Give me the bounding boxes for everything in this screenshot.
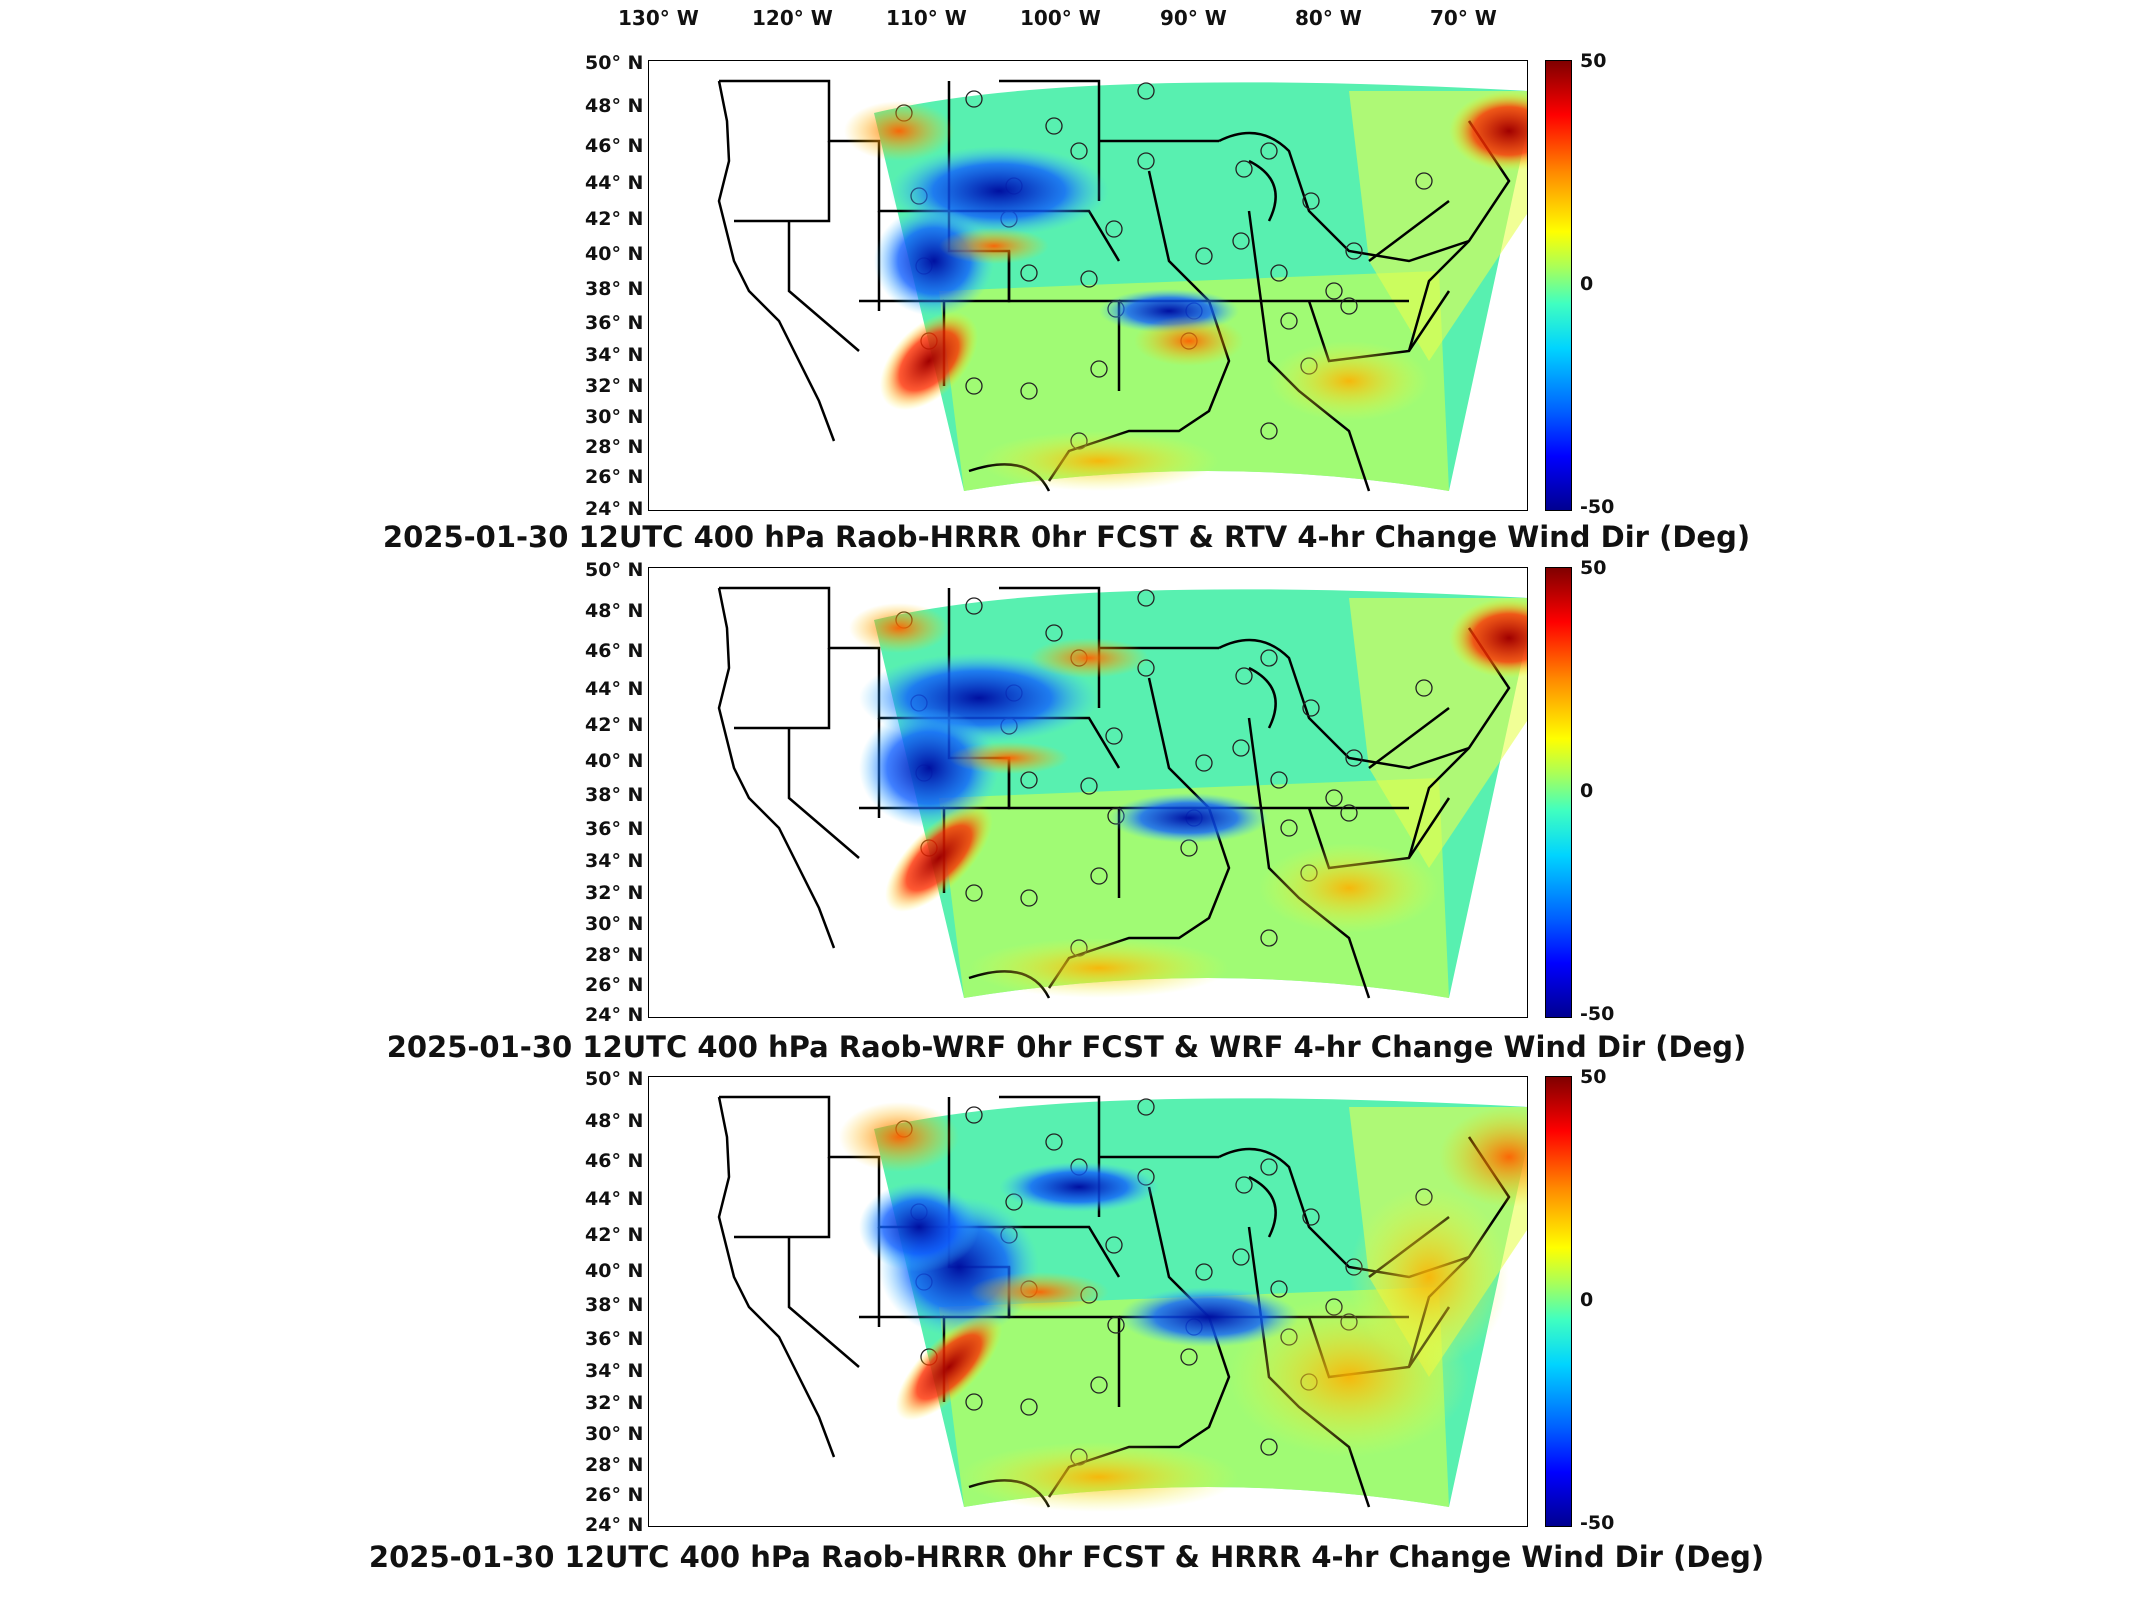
map-plot bbox=[648, 567, 1528, 1018]
lat-label: 26° N bbox=[585, 1484, 644, 1506]
panel-title: 2025-01-30 12UTC 400 hPa Raob-HRRR 0hr F… bbox=[382, 520, 1751, 554]
lat-label: 26° N bbox=[585, 974, 644, 996]
lon-label: 120° W bbox=[752, 6, 833, 30]
lon-label: 70° W bbox=[1430, 6, 1497, 30]
lat-label: 28° N bbox=[585, 436, 644, 458]
panel-title: 2025-01-30 12UTC 400 hPa Raob-WRF 0hr FC… bbox=[386, 1030, 1747, 1064]
lat-label: 50° N bbox=[585, 52, 644, 74]
lat-label: 38° N bbox=[585, 278, 644, 300]
lat-label: 50° N bbox=[585, 1068, 644, 1090]
lon-label: 100° W bbox=[1020, 6, 1101, 30]
lon-label: 130° W bbox=[618, 6, 699, 30]
lat-label: 30° N bbox=[585, 1423, 644, 1445]
lat-label: 36° N bbox=[585, 818, 644, 840]
lat-label: 34° N bbox=[585, 1360, 644, 1382]
lat-label: 44° N bbox=[585, 172, 644, 194]
lat-label: 40° N bbox=[585, 750, 644, 772]
lat-label: 42° N bbox=[585, 714, 644, 736]
lat-label: 42° N bbox=[585, 208, 644, 230]
lat-label: 48° N bbox=[585, 600, 644, 622]
colorbar bbox=[1545, 60, 1572, 511]
lat-label: 30° N bbox=[585, 913, 644, 935]
colorbar-min-label: -50 bbox=[1580, 496, 1615, 518]
panel-title: 2025-01-30 12UTC 400 hPa Raob-HRRR 0hr F… bbox=[368, 1540, 1765, 1574]
colorbar-max-label: 50 bbox=[1580, 1066, 1607, 1088]
lat-label: 48° N bbox=[585, 95, 644, 117]
lat-label: 32° N bbox=[585, 375, 644, 397]
lat-label: 40° N bbox=[585, 243, 644, 265]
lat-label: 44° N bbox=[585, 1188, 644, 1210]
colorbar bbox=[1545, 1076, 1572, 1527]
colorbar bbox=[1545, 567, 1572, 1018]
lat-label: 34° N bbox=[585, 344, 644, 366]
colorbar-max-label: 50 bbox=[1580, 557, 1607, 579]
lon-label: 110° W bbox=[886, 6, 967, 30]
colorbar-mid-label: 0 bbox=[1580, 1289, 1594, 1311]
lat-label: 36° N bbox=[585, 312, 644, 334]
lat-label: 26° N bbox=[585, 466, 644, 488]
lat-label: 36° N bbox=[585, 1328, 644, 1350]
colorbar-mid-label: 0 bbox=[1580, 273, 1594, 295]
colorbar-min-label: -50 bbox=[1580, 1512, 1615, 1534]
lon-label: 80° W bbox=[1295, 6, 1362, 30]
lat-label: 24° N bbox=[585, 1004, 644, 1026]
lon-label: 90° W bbox=[1160, 6, 1227, 30]
lat-label: 48° N bbox=[585, 1110, 644, 1132]
lat-label: 46° N bbox=[585, 1150, 644, 1172]
lat-label: 50° N bbox=[585, 559, 644, 581]
lat-label: 32° N bbox=[585, 882, 644, 904]
lat-label: 38° N bbox=[585, 784, 644, 806]
lat-label: 30° N bbox=[585, 406, 644, 428]
lat-label: 24° N bbox=[585, 1514, 644, 1536]
lat-label: 46° N bbox=[585, 640, 644, 662]
colorbar-mid-label: 0 bbox=[1580, 780, 1594, 802]
lat-label: 34° N bbox=[585, 850, 644, 872]
lat-label: 46° N bbox=[585, 135, 644, 157]
lat-label: 38° N bbox=[585, 1294, 644, 1316]
map-plot bbox=[648, 60, 1528, 511]
lat-label: 40° N bbox=[585, 1260, 644, 1282]
lat-label: 24° N bbox=[585, 498, 644, 520]
lat-label: 44° N bbox=[585, 678, 644, 700]
map-plot bbox=[648, 1076, 1528, 1527]
lat-label: 28° N bbox=[585, 1454, 644, 1476]
colorbar-min-label: -50 bbox=[1580, 1003, 1615, 1025]
lat-label: 32° N bbox=[585, 1392, 644, 1414]
lat-label: 28° N bbox=[585, 944, 644, 966]
lat-label: 42° N bbox=[585, 1224, 644, 1246]
colorbar-max-label: 50 bbox=[1580, 50, 1607, 72]
